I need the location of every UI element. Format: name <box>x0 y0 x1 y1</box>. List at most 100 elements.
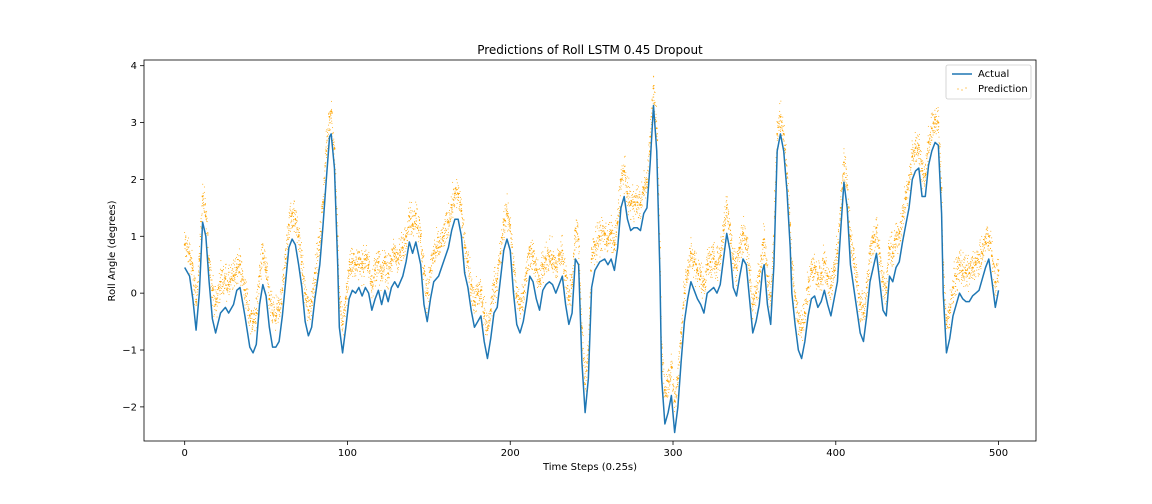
prediction-sample <box>367 256 369 258</box>
prediction-sample <box>499 241 501 243</box>
prediction-sample <box>508 217 510 219</box>
prediction-sample <box>739 257 741 259</box>
prediction-sample <box>593 241 595 243</box>
prediction-sample <box>209 267 211 269</box>
prediction-sample <box>491 311 493 313</box>
prediction-sample <box>234 258 236 260</box>
prediction-sample <box>537 268 539 270</box>
prediction-sample <box>380 270 382 272</box>
prediction-sample <box>557 261 559 263</box>
prediction-sample <box>543 269 545 271</box>
prediction-sample <box>523 278 525 280</box>
prediction-sample <box>645 185 647 187</box>
prediction-sample <box>222 269 224 271</box>
prediction-sample <box>661 355 663 357</box>
prediction-sample <box>787 189 789 191</box>
prediction-sample <box>648 142 650 144</box>
prediction-sample <box>345 287 347 289</box>
prediction-sample <box>497 274 499 276</box>
prediction-sample <box>802 321 804 323</box>
prediction-sample <box>312 304 314 306</box>
prediction-sample <box>184 239 186 241</box>
prediction-sample <box>664 391 666 393</box>
prediction-sample <box>290 220 292 222</box>
prediction-sample <box>807 281 809 283</box>
prediction-sample <box>430 265 432 267</box>
prediction-sample <box>412 235 414 237</box>
prediction-sample <box>811 267 813 269</box>
prediction-sample <box>285 248 287 250</box>
prediction-sample <box>490 313 492 315</box>
prediction-sample <box>381 280 383 282</box>
prediction-sample <box>525 275 527 277</box>
prediction-sample <box>381 268 383 270</box>
prediction-sample <box>184 248 186 250</box>
prediction-sample <box>748 281 750 283</box>
prediction-point <box>348 269 350 272</box>
prediction-sample <box>408 207 410 209</box>
prediction-sample <box>186 255 188 257</box>
prediction-sample <box>467 253 469 255</box>
prediction-sample <box>595 231 597 233</box>
prediction-sample <box>821 259 823 261</box>
prediction-sample <box>486 312 488 314</box>
prediction-sample <box>283 275 285 277</box>
prediction-sample <box>511 238 513 240</box>
prediction-sample <box>596 244 598 246</box>
prediction-sample <box>236 254 238 256</box>
prediction-sample <box>260 262 262 264</box>
prediction-sample <box>461 213 463 215</box>
prediction-sample <box>306 301 308 303</box>
prediction-sample <box>534 261 536 263</box>
prediction-sample <box>536 269 538 271</box>
prediction-sample <box>452 211 454 213</box>
prediction-sample <box>692 268 694 270</box>
prediction-sample <box>688 272 690 274</box>
prediction-sample <box>748 263 750 265</box>
prediction-sample <box>472 290 474 292</box>
prediction-sample <box>518 310 520 312</box>
prediction-sample <box>281 291 283 293</box>
prediction-sample <box>437 233 439 235</box>
prediction-sample <box>329 118 331 120</box>
prediction-sample <box>818 267 820 269</box>
prediction-sample <box>449 209 451 211</box>
prediction-sample <box>755 304 757 306</box>
prediction-sample <box>526 280 528 282</box>
prediction-sample <box>547 247 549 249</box>
prediction-sample <box>827 283 829 285</box>
prediction-sample <box>314 254 316 256</box>
prediction-sample <box>776 134 778 136</box>
prediction-sample <box>472 292 474 294</box>
prediction-sample <box>320 205 322 207</box>
prediction-sample <box>355 256 357 258</box>
prediction-sample <box>753 303 755 305</box>
prediction-sample <box>238 266 240 268</box>
prediction-sample <box>226 288 228 290</box>
prediction-sample <box>415 201 417 203</box>
prediction-sample <box>361 275 363 277</box>
prediction-sample <box>511 252 513 254</box>
prediction-sample <box>450 220 452 222</box>
prediction-sample <box>356 261 358 263</box>
prediction-sample <box>346 291 348 293</box>
prediction-sample <box>735 261 737 263</box>
prediction-sample <box>424 291 426 293</box>
prediction-sample <box>260 253 262 255</box>
prediction-sample <box>432 260 434 262</box>
prediction-sample <box>229 277 231 279</box>
prediction-sample <box>394 247 396 249</box>
prediction-sample <box>713 247 715 249</box>
prediction-sample <box>678 362 680 364</box>
prediction-sample <box>716 277 718 279</box>
prediction-sample <box>340 318 342 320</box>
prediction-sample <box>819 278 821 280</box>
prediction-sample <box>497 270 499 272</box>
prediction-sample <box>551 267 553 269</box>
prediction-sample <box>720 252 722 254</box>
prediction-point <box>351 260 354 263</box>
prediction-sample <box>202 202 204 204</box>
prediction-sample <box>468 276 470 278</box>
prediction-sample <box>672 385 674 387</box>
prediction-sample <box>673 400 675 402</box>
